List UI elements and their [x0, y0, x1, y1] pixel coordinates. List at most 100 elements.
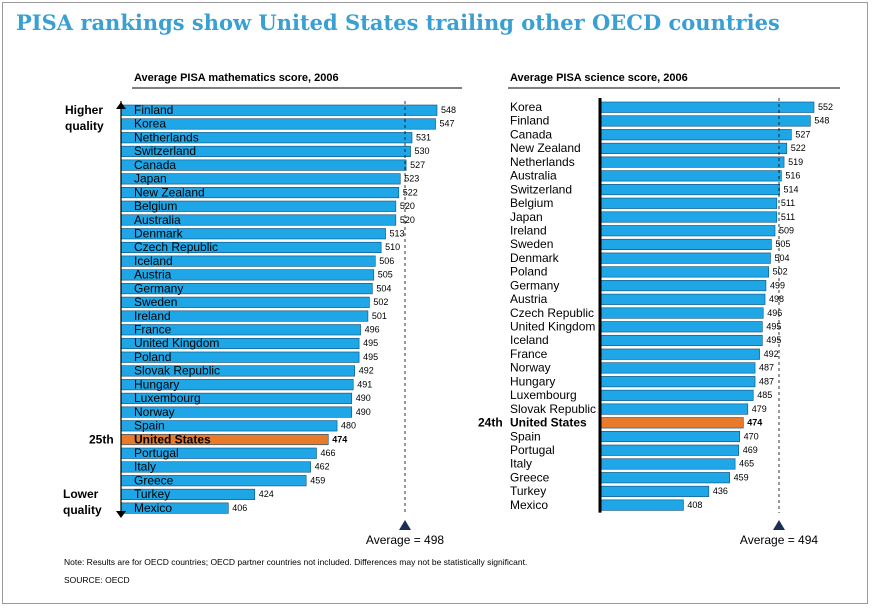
math-value-label: 495: [363, 352, 378, 362]
math-value-label: 491: [357, 379, 372, 389]
science-value-label: 474: [747, 418, 762, 428]
science-bar: [599, 444, 740, 456]
math-value-label: 505: [378, 270, 393, 280]
science-value-label: 487: [759, 376, 774, 386]
math-value-label: 490: [356, 393, 371, 403]
lower-quality-label-2: quality: [63, 503, 102, 517]
science-value-label: 548: [814, 116, 829, 126]
math-category-label: Japan: [134, 172, 167, 186]
math-category-label: Belgium: [134, 199, 177, 213]
science-bar: [599, 376, 756, 388]
math-value-label: 490: [356, 407, 371, 417]
math-value-label: 510: [385, 242, 400, 252]
math-category-label: United States: [134, 432, 211, 446]
science-value-label: 465: [739, 459, 754, 469]
science-bar: [599, 499, 684, 511]
science-bar: [599, 266, 769, 278]
math-category-label: Canada: [134, 158, 176, 172]
math-category-label: Switzerland: [134, 144, 196, 158]
science-bar: [599, 129, 792, 141]
science-bar: [599, 485, 710, 497]
science-bar: [599, 184, 780, 196]
math-category-label: Germany: [134, 281, 183, 295]
math-panel-title: Average PISA mathematics score, 2006: [134, 72, 339, 84]
science-category-label: United Kingdom: [510, 320, 595, 334]
science-panel-title: Average PISA science score, 2006: [510, 72, 688, 84]
math-value-label: 522: [403, 187, 418, 197]
math-value-label: 513: [390, 228, 405, 238]
math-category-label: Poland: [134, 350, 171, 364]
math-value-label: 406: [232, 503, 247, 513]
math-category-label: Slovak Republic: [134, 364, 220, 378]
math-value-label: 548: [441, 105, 456, 115]
science-bar: [599, 403, 749, 415]
science-bar: [599, 142, 788, 154]
quality-arrow-up-icon: [116, 102, 126, 109]
math-value-label: 462: [315, 462, 330, 472]
science-bar: [599, 389, 754, 401]
math-value-label: 530: [415, 146, 430, 156]
science-category-label: Sweden: [510, 237, 553, 251]
science-value-label: 511: [781, 212, 795, 222]
science-category-label: Germany: [510, 278, 559, 292]
science-value-label: 552: [818, 102, 833, 112]
science-category-label: Mexico: [510, 498, 548, 512]
math-value-label: 504: [376, 283, 391, 293]
science-value-label: 522: [791, 143, 806, 153]
science-category-label: Belgium: [510, 196, 553, 210]
science-value-label: 492: [764, 349, 779, 359]
science-value-label: 485: [757, 390, 772, 400]
science-category-label: Poland: [510, 265, 547, 279]
science-bar: [599, 280, 767, 292]
science-bar: [599, 334, 763, 347]
science-value-label: 496: [767, 308, 782, 318]
math-average-label: Average = 498: [366, 533, 445, 547]
science-category-label: Ireland: [510, 223, 547, 237]
science-bar: [599, 348, 760, 360]
science-bar: [599, 472, 730, 484]
science-category-label: France: [510, 347, 548, 361]
science-value-label: 516: [785, 171, 800, 181]
math-value-label: 466: [320, 448, 335, 458]
math-value-label: 459: [310, 475, 325, 485]
science-bar: [599, 417, 744, 429]
math-category-label: Greece: [134, 473, 174, 487]
math-category-label: Hungary: [134, 377, 179, 391]
science-bar: [599, 101, 815, 113]
math-value-label: 480: [341, 421, 356, 431]
math-category-label: Iceland: [134, 254, 173, 268]
science-bar: [599, 307, 764, 319]
science-category-label: Australia: [510, 169, 557, 183]
math-category-label: Ireland: [134, 309, 171, 323]
quality-arrow-down-icon: [116, 511, 126, 518]
footnote: Note: Results are for OECD countries; OE…: [64, 557, 528, 567]
science-value-label: 408: [687, 500, 702, 510]
math-value-label: 547: [440, 119, 455, 129]
math-category-label: France: [134, 323, 172, 337]
science-value-label: 479: [752, 404, 767, 414]
science-bar: [599, 321, 763, 333]
science-value-label: 487: [759, 363, 774, 373]
math-rank-label: 25th: [89, 432, 114, 446]
science-value-label: 436: [713, 486, 728, 496]
math-category-label: Austria: [134, 268, 172, 282]
math-category-label: Spain: [134, 419, 165, 433]
science-value-label: 459: [734, 472, 749, 482]
higher-quality-label-1: Higher: [65, 103, 103, 117]
math-value-label: 495: [363, 338, 378, 348]
science-value-label: 511: [781, 198, 795, 208]
science-average-label: Average = 494: [740, 533, 819, 547]
math-value-label: 474: [332, 434, 347, 444]
math-value-label: 520: [400, 201, 415, 211]
science-category-label: Luxembourg: [510, 388, 577, 402]
math-bar: [120, 118, 436, 130]
math-category-label: United Kingdom: [134, 336, 219, 350]
science-category-label: Hungary: [510, 374, 555, 388]
source-note: SOURCE: OECD: [64, 575, 130, 585]
science-category-label: Austria: [510, 292, 548, 306]
science-category-label: Japan: [510, 210, 543, 224]
math-value-label: 502: [373, 297, 388, 307]
math-value-label: 531: [416, 132, 431, 142]
